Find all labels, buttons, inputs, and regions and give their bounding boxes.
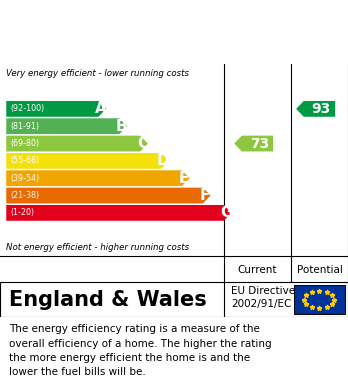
Text: (92-100): (92-100) (10, 104, 45, 113)
Polygon shape (6, 136, 148, 151)
Text: (69-80): (69-80) (10, 139, 40, 148)
Text: C: C (137, 136, 148, 151)
Text: 93: 93 (311, 102, 331, 116)
Text: E: E (179, 171, 190, 186)
Text: Potential: Potential (296, 265, 342, 274)
Text: B: B (116, 119, 127, 134)
Text: England & Wales: England & Wales (9, 289, 206, 310)
FancyBboxPatch shape (294, 285, 345, 314)
Text: G: G (220, 205, 232, 221)
Text: Energy Efficiency Rating: Energy Efficiency Rating (10, 35, 251, 53)
Text: (81-91): (81-91) (10, 122, 40, 131)
Polygon shape (6, 118, 127, 134)
Text: (39-54): (39-54) (10, 174, 40, 183)
Polygon shape (6, 170, 190, 186)
Text: A: A (95, 101, 106, 117)
Polygon shape (234, 136, 273, 151)
Text: F: F (200, 188, 211, 203)
Text: Current: Current (238, 265, 277, 274)
Text: (21-38): (21-38) (10, 191, 40, 200)
Polygon shape (6, 188, 211, 203)
Text: EU Directive
2002/91/EC: EU Directive 2002/91/EC (231, 286, 295, 309)
Polygon shape (6, 205, 231, 221)
Text: The energy efficiency rating is a measure of the
overall efficiency of a home. T: The energy efficiency rating is a measur… (9, 324, 271, 377)
Polygon shape (296, 101, 335, 117)
Text: Very energy efficient - lower running costs: Very energy efficient - lower running co… (6, 70, 189, 79)
Text: (1-20): (1-20) (10, 208, 34, 217)
Polygon shape (6, 153, 169, 169)
Text: D: D (157, 153, 170, 169)
Text: Not energy efficient - higher running costs: Not energy efficient - higher running co… (6, 243, 189, 252)
Polygon shape (6, 101, 106, 117)
Text: (55-68): (55-68) (10, 156, 40, 165)
Text: 73: 73 (250, 136, 269, 151)
